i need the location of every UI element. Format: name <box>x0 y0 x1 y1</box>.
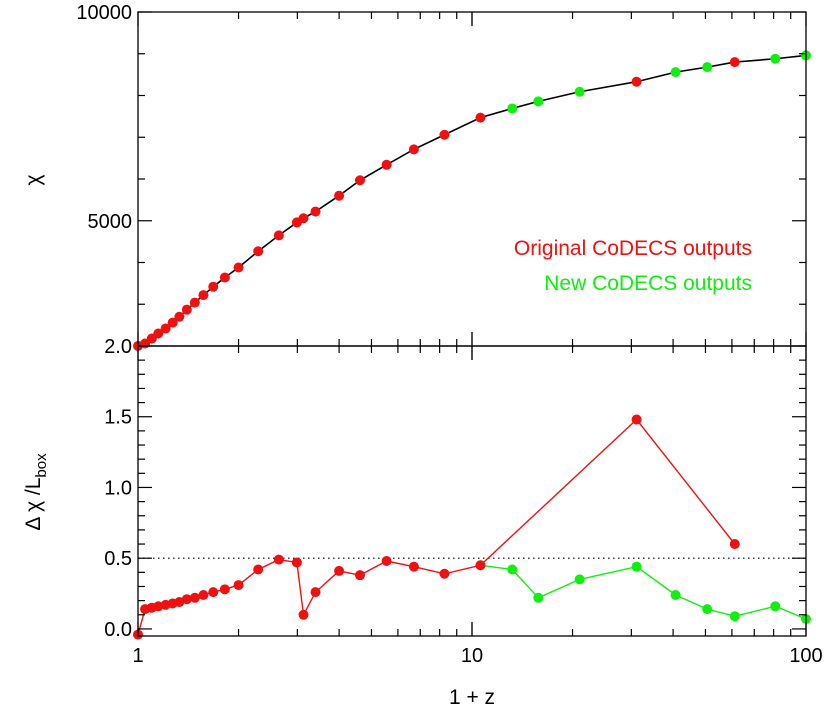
top-point-original-24 <box>631 76 642 87</box>
top-point-original-13 <box>253 246 264 257</box>
bottom-point-original-8 <box>189 592 200 603</box>
bottom-ytick-label-1: 1.0 <box>104 477 132 499</box>
bottom-point-original-19 <box>354 570 365 581</box>
bottom-point-original-7 <box>181 594 192 605</box>
bottom-y-tick-labels: 0.0 0.5 1.0 1.5 2.0 <box>104 336 132 641</box>
bottom-point-original-25 <box>729 539 740 550</box>
legend-original-outputs: Original CoDECS outputs <box>514 237 752 260</box>
top-point-new-1 <box>533 96 544 107</box>
top-point-new-4 <box>702 62 713 73</box>
bottom-point-new-3 <box>574 574 585 585</box>
bottom-ytick-label-1.5: 1.5 <box>104 407 132 429</box>
top-point-original-8 <box>189 297 200 308</box>
bottom-point-original-17 <box>310 587 321 598</box>
bottom-point-original-10 <box>208 587 219 598</box>
top-point-new-5 <box>770 53 781 64</box>
bottom-point-original-15 <box>291 557 302 568</box>
top-point-original-23 <box>475 112 486 123</box>
top-y-tick-labels: 5000 10000 <box>76 2 132 233</box>
bottom-ytick-label-0.5: 0.5 <box>104 548 132 570</box>
top-point-original-11 <box>219 272 230 283</box>
bottom-point-original-11 <box>219 584 230 595</box>
x-axis-label: 1 + z <box>449 686 495 709</box>
bottom-plot-frame <box>137 345 807 637</box>
top-data-points <box>133 50 811 351</box>
bottom-series-lines <box>137 418 807 635</box>
top-point-original-22 <box>439 129 450 140</box>
bottom-point-original-20 <box>381 556 392 567</box>
bottom-y-axis-label-subscript: box <box>33 453 50 478</box>
top-point-original-4 <box>160 323 171 334</box>
bottom-ytick-label-0: 0.0 <box>104 619 132 641</box>
top-point-original-18 <box>334 190 345 201</box>
top-point-original-5 <box>167 317 178 328</box>
bottom-line-original <box>137 418 736 635</box>
top-ytick-label-10000: 10000 <box>76 2 132 24</box>
top-y-axis-label: χ <box>22 174 45 185</box>
bottom-point-original-13 <box>253 564 264 575</box>
bottom-point-new-5 <box>670 589 681 600</box>
bottom-line-new <box>480 564 807 620</box>
bottom-y-axis-label: Δ χ /Lbox <box>22 453 50 531</box>
top-point-original-17 <box>310 206 321 217</box>
top-point-new-2 <box>574 86 585 97</box>
top-point-original-12 <box>233 262 244 273</box>
bottom-point-original-22 <box>439 568 450 579</box>
top-plot-frame <box>137 11 807 347</box>
top-point-original-20 <box>381 159 392 170</box>
top-point-original-25 <box>729 57 740 68</box>
top-fit-curve <box>137 54 807 347</box>
x-tick-labels: 1 10 100 <box>132 645 822 667</box>
top-point-new-3 <box>670 67 681 78</box>
bottom-point-original-16 <box>298 609 309 620</box>
bottom-data-points <box>133 414 811 640</box>
bottom-ticks <box>137 345 807 636</box>
xtick-label-100: 100 <box>789 645 822 667</box>
top-curve <box>137 54 807 347</box>
bottom-point-original-24 <box>631 414 642 425</box>
top-point-original-3 <box>153 328 164 339</box>
top-point-new-0 <box>507 103 518 114</box>
top-ytick-label-5000: 5000 <box>88 211 133 233</box>
top-point-original-14 <box>273 230 284 241</box>
bottom-point-new-7 <box>729 611 740 622</box>
top-panel: 5000 10000 χ Original CoDECS outputs New … <box>22 2 811 351</box>
bottom-point-original-21 <box>408 561 419 572</box>
bottom-y-axis-label-main: Δ χ /L <box>22 478 45 531</box>
bottom-point-original-23 <box>475 560 486 571</box>
bottom-point-original-18 <box>334 565 345 576</box>
bottom-point-original-14 <box>273 554 284 565</box>
top-point-original-19 <box>354 175 365 186</box>
top-point-original-21 <box>408 144 419 155</box>
legend: Original CoDECS outputs New CoDECS outpu… <box>514 237 752 295</box>
bottom-point-original-12 <box>233 580 244 591</box>
top-point-original-9 <box>198 290 209 301</box>
bottom-point-new-4 <box>631 561 642 572</box>
top-point-original-7 <box>181 304 192 315</box>
xtick-label-1: 1 <box>132 645 143 667</box>
legend-new-outputs: New CoDECS outputs <box>544 272 752 295</box>
top-point-original-6 <box>174 311 185 322</box>
bottom-point-new-6 <box>702 604 713 615</box>
bottom-ytick-label-2: 2.0 <box>104 336 132 358</box>
bottom-point-new-8 <box>770 601 781 612</box>
top-point-original-16 <box>298 213 309 224</box>
top-point-original-10 <box>208 281 219 292</box>
xtick-label-10: 10 <box>461 645 483 667</box>
bottom-point-new-2 <box>533 592 544 603</box>
bottom-panel: 0.0 0.5 1.0 1.5 2.0 1 10 100 1 + z Δ χ /Lbox <box>22 336 823 709</box>
top-ticks <box>137 11 807 347</box>
bottom-point-new-1 <box>507 564 518 575</box>
bottom-point-original-9 <box>198 589 209 600</box>
